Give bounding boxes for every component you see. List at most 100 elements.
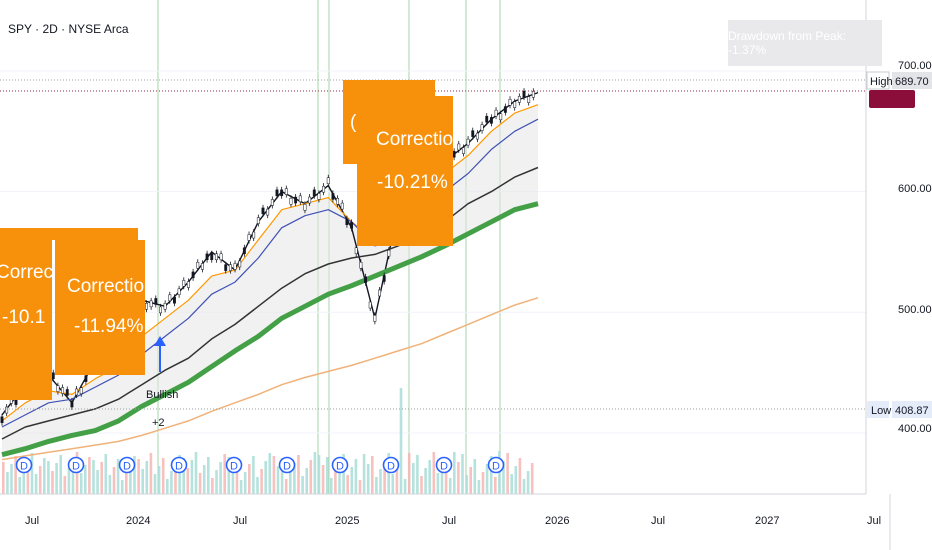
volume-bar xyxy=(231,467,235,494)
candle-body xyxy=(294,196,298,204)
candle-body xyxy=(261,207,265,215)
candle-body xyxy=(233,263,237,270)
volume-bar xyxy=(453,452,456,494)
price-tick-500: 500.00 xyxy=(898,304,932,316)
volume-bar xyxy=(92,460,95,494)
dividend-marker-icon xyxy=(278,456,296,474)
low-label: Low xyxy=(871,405,891,417)
volume-bar xyxy=(313,452,317,494)
volume-bar xyxy=(342,454,345,494)
candle-body xyxy=(205,253,209,261)
volume-bar xyxy=(494,477,497,494)
dividend-marker-label: D xyxy=(175,461,183,473)
volume-bar xyxy=(170,471,173,494)
dividend-marker-label: D xyxy=(440,461,448,473)
volume-bar xyxy=(284,479,288,494)
candle-body xyxy=(256,217,260,224)
volume-bar xyxy=(481,472,485,494)
high-label: High xyxy=(870,76,893,88)
candle-body xyxy=(466,138,470,146)
volume-bar xyxy=(79,473,83,494)
volume-bar xyxy=(432,452,436,494)
correction-box-2-pct: -11.94% xyxy=(74,316,143,337)
volume-bar xyxy=(190,460,194,494)
bullish-signal: Bullish +2 xyxy=(146,336,178,429)
volume-bar xyxy=(305,468,308,494)
dividend-marker-icon xyxy=(118,456,136,474)
volume-bar xyxy=(43,458,46,494)
volume-bar xyxy=(293,463,296,494)
volume-bar xyxy=(448,478,452,494)
volume-bar xyxy=(161,458,165,494)
volume-bar xyxy=(309,460,313,494)
candle-body xyxy=(308,196,312,204)
volume-bar xyxy=(407,453,411,494)
candle-body xyxy=(159,306,162,314)
volume-bar xyxy=(239,480,243,494)
correction-box-2-bg xyxy=(51,228,138,240)
volume-bar xyxy=(63,476,67,494)
volume-bar xyxy=(174,463,177,494)
last-price-badge xyxy=(869,90,915,108)
volume-bar xyxy=(403,479,407,494)
volume-bar xyxy=(358,480,362,494)
correction-boxes: Correc -10.1 Correction -11.94% ( Correc… xyxy=(0,80,464,400)
candle-body xyxy=(149,300,153,308)
candle-body xyxy=(331,193,335,200)
volume-bar xyxy=(116,459,120,494)
time-tick-jul-2024: Jul xyxy=(233,515,247,527)
volume-bar xyxy=(530,463,534,494)
volume-bar xyxy=(215,470,218,494)
volume-bar xyxy=(96,470,99,494)
candle-body xyxy=(70,400,74,408)
volume-bar xyxy=(235,459,239,494)
volume-bar xyxy=(502,461,505,494)
volume-bar xyxy=(133,456,136,494)
volume-bar xyxy=(510,474,513,494)
candle-body xyxy=(228,264,232,271)
volume-bar xyxy=(350,467,354,494)
volume-bar xyxy=(375,477,378,494)
candle-body xyxy=(75,388,79,396)
dividend-marker-icon xyxy=(487,456,505,474)
bullish-arrow-icon xyxy=(154,336,166,346)
volume-bar xyxy=(465,475,468,494)
candle-body xyxy=(531,91,535,98)
low-value: 408.87 xyxy=(895,405,929,417)
time-tick-jul-2023: Jul xyxy=(25,515,39,527)
candle-body xyxy=(485,115,489,123)
volume-bar xyxy=(489,456,493,494)
dividend-marker-icon xyxy=(67,456,85,474)
volume-bar xyxy=(469,467,472,494)
volume-bar xyxy=(112,467,116,494)
dividend-marker-icon xyxy=(331,456,349,474)
volume-bar xyxy=(260,469,263,494)
volume-bar xyxy=(256,477,259,494)
candle-body xyxy=(200,263,204,270)
volume-bar xyxy=(34,474,38,494)
candle-body xyxy=(312,189,316,197)
candle-body xyxy=(475,132,479,140)
volume-bar xyxy=(272,456,276,494)
volume-bar xyxy=(395,466,399,494)
candle-body xyxy=(350,222,354,229)
candle-body xyxy=(280,189,284,197)
volume-bar xyxy=(457,462,460,494)
dividend-marker-label: D xyxy=(72,461,80,473)
volume-bar xyxy=(346,475,349,494)
candle-body xyxy=(84,375,88,382)
high-value-bg xyxy=(892,72,932,89)
volume-bar xyxy=(399,388,403,494)
candle-body xyxy=(326,177,330,184)
correction-box-4-bg xyxy=(357,96,453,246)
volume-bar xyxy=(473,459,477,494)
volume-bar xyxy=(280,458,284,494)
volume-bar xyxy=(243,472,247,494)
candle-body xyxy=(387,249,391,257)
low-value-bg xyxy=(892,401,932,418)
volume-bar xyxy=(391,474,395,494)
candle-body xyxy=(177,288,181,296)
volume-bar xyxy=(366,464,370,494)
price-tick-600: 600.00 xyxy=(898,183,932,195)
